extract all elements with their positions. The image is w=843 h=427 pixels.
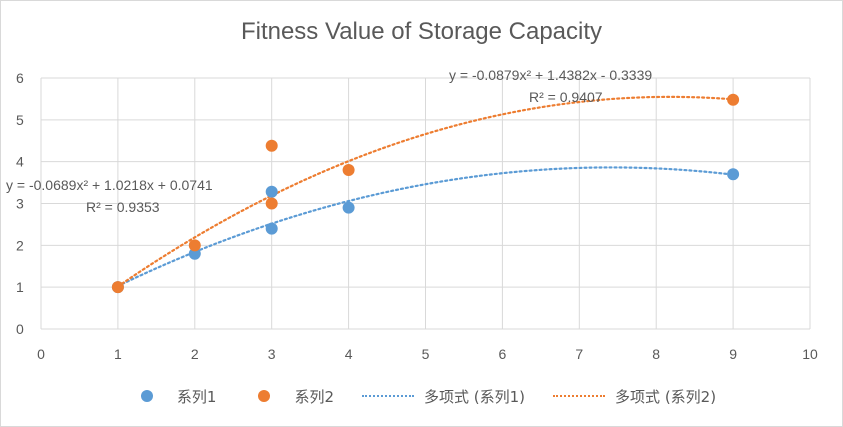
x-tick-label: 9 bbox=[729, 346, 737, 362]
y-tick-label: 3 bbox=[16, 196, 24, 212]
x-tick-label: 6 bbox=[499, 346, 507, 362]
x-tick-label: 4 bbox=[345, 346, 353, 362]
x-tick-label: 2 bbox=[191, 346, 199, 362]
trendlines bbox=[116, 95, 735, 288]
legend-line-trend1 bbox=[362, 395, 415, 397]
x-tick-label: 10 bbox=[802, 346, 818, 362]
legend-line-trend2 bbox=[553, 395, 606, 397]
legend-label-trend2: 多项式 (系列2) bbox=[615, 387, 717, 406]
legend-item-trend1: 多项式 (系列1) bbox=[362, 386, 525, 407]
x-tick-label: 1 bbox=[114, 346, 122, 362]
y-tick-labels: 0 1 2 3 4 5 6 bbox=[16, 70, 24, 337]
x-tick-label: 7 bbox=[575, 346, 583, 362]
x-tick-labels: 0 1 2 3 4 5 6 7 8 9 10 bbox=[37, 346, 818, 362]
trendline-equation-series2: y = -0.0879x² + 1.4382x - 0.3339 bbox=[449, 67, 652, 83]
y-tick-label: 1 bbox=[16, 279, 24, 295]
x-tick-label: 0 bbox=[37, 346, 45, 362]
x-tick-label: 8 bbox=[652, 346, 660, 362]
point-series2-5 bbox=[727, 93, 740, 106]
y-tick-label: 0 bbox=[16, 321, 24, 337]
point-series1-4 bbox=[342, 201, 355, 214]
legend: 系列1 系列2 多项式 (系列1) 多项式 (系列2) bbox=[0, 383, 843, 409]
x-tick-label: 3 bbox=[268, 346, 276, 362]
y-tick-label: 2 bbox=[16, 237, 24, 253]
point-series1-5 bbox=[727, 168, 740, 181]
trendline-equation-series1: y = -0.0689x² + 1.0218x + 0.0741 bbox=[6, 177, 213, 193]
chart-title: Fitness Value of Storage Capacity bbox=[240, 18, 603, 45]
trendline-r2-series1: R² = 0.9353 bbox=[86, 199, 160, 215]
legend-marker-series2 bbox=[258, 390, 271, 402]
point-series2-4 bbox=[342, 164, 355, 177]
point-series2-2 bbox=[265, 197, 278, 210]
point-series2-0 bbox=[111, 281, 124, 294]
point-series1-3 bbox=[265, 185, 278, 198]
legend-label-series2: 系列2 bbox=[294, 387, 335, 406]
y-tick-label: 6 bbox=[16, 70, 24, 86]
trendline-r2-series2: R² = 0.9407 bbox=[529, 89, 603, 105]
x-tick-label: 5 bbox=[422, 346, 430, 362]
legend-item-trend2: 多项式 (系列2) bbox=[553, 386, 716, 407]
y-tick-label: 5 bbox=[16, 112, 24, 128]
legend-item-series2: 系列2 bbox=[244, 386, 334, 407]
legend-label-trend1: 多项式 (系列1) bbox=[424, 387, 526, 406]
point-series2-3 bbox=[265, 139, 278, 152]
legend-marker-series1 bbox=[140, 390, 153, 402]
trendline-series1 bbox=[116, 166, 735, 288]
y-tick-label: 4 bbox=[16, 154, 24, 170]
legend-label-series1: 系列1 bbox=[176, 387, 217, 406]
data-points bbox=[111, 93, 740, 294]
trendline-series2 bbox=[116, 95, 735, 288]
point-series1-1 bbox=[188, 247, 201, 260]
gridlines bbox=[40, 77, 811, 330]
point-series1-2 bbox=[265, 222, 278, 235]
trendline-labels: y = -0.0689x² + 1.0218x + 0.0741 R² = 0.… bbox=[6, 67, 652, 215]
point-series2-1 bbox=[188, 239, 201, 252]
legend-item-series1: 系列1 bbox=[127, 386, 217, 407]
